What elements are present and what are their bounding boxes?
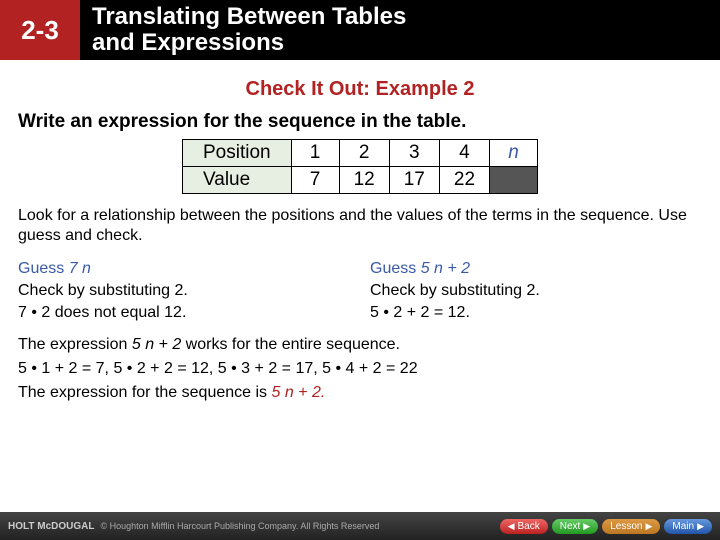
footer-bar: HOLT McDOUGAL © Houghton Mifflin Harcour… <box>0 512 720 540</box>
lesson-number: 2-3 <box>0 0 80 60</box>
cell: 4 <box>439 140 489 167</box>
footer-nav: ◀Back Next▶ Lesson▶ Main▶ <box>500 519 712 534</box>
cell: 1 <box>291 140 339 167</box>
triangle-right-icon: ▶ <box>697 521 704 532</box>
result-a: 7 • 2 does not equal 12. <box>18 304 350 322</box>
final-line: The expression for the sequence is 5 n +… <box>18 384 702 402</box>
verify-line: 5 • 1 + 2 = 7, 5 • 2 + 2 = 12, 5 • 3 + 2… <box>18 360 702 378</box>
instruction-text: Look for a relationship between the posi… <box>18 206 702 246</box>
guess-check-columns: Guess 7 n Check by substituting 2. 7 • 2… <box>18 256 702 326</box>
works-line: The expression 5 n + 2 works for the ent… <box>18 336 702 354</box>
row-header-position: Position <box>182 140 291 167</box>
row-header-value: Value <box>182 167 291 194</box>
check-a: Check by substituting 2. <box>18 282 350 300</box>
cell: 2 <box>339 140 389 167</box>
example-heading: Check It Out: Example 2 <box>18 78 702 101</box>
column-b: Guess 5 n + 2 Check by substituting 2. 5… <box>370 256 702 326</box>
prompt-text: Write an expression for the sequence in … <box>18 111 702 133</box>
triangle-right-icon: ▶ <box>583 521 590 532</box>
header-bar: 2-3 Translating Between Tables and Expre… <box>0 0 720 60</box>
column-a: Guess 7 n Check by substituting 2. 7 • 2… <box>18 256 350 326</box>
table-row: Value 7 12 17 22 <box>182 167 537 194</box>
check-b: Check by substituting 2. <box>370 282 702 300</box>
cell: 7 <box>291 167 339 194</box>
cell-blank <box>490 167 538 194</box>
lesson-button[interactable]: Lesson▶ <box>602 519 660 534</box>
main-button[interactable]: Main▶ <box>664 519 712 534</box>
cell: 3 <box>389 140 439 167</box>
triangle-left-icon: ◀ <box>508 521 515 532</box>
lesson-title: Translating Between Tables and Expressio… <box>80 4 406 57</box>
triangle-right-icon: ▶ <box>645 521 652 532</box>
rights-text: © Houghton Mifflin Harcourt Publishing C… <box>100 521 379 531</box>
cell: 12 <box>339 167 389 194</box>
next-button[interactable]: Next▶ <box>552 519 598 534</box>
title-line2: and Expressions <box>92 30 406 56</box>
back-button[interactable]: ◀Back <box>500 519 548 534</box>
title-line1: Translating Between Tables <box>92 4 406 30</box>
guess-b: Guess 5 n + 2 <box>370 260 702 278</box>
cell-n: n <box>490 140 538 167</box>
cell: 17 <box>389 167 439 194</box>
cell: 22 <box>439 167 489 194</box>
brand-logo: HOLT McDOUGAL <box>8 521 94 532</box>
result-b: 5 • 2 + 2 = 12. <box>370 304 702 322</box>
content: Check It Out: Example 2 Write an express… <box>0 60 720 402</box>
table-row: Position 1 2 3 4 n <box>182 140 537 167</box>
sequence-table: Position 1 2 3 4 n Value 7 12 17 22 <box>182 139 538 194</box>
guess-a: Guess 7 n <box>18 260 350 278</box>
